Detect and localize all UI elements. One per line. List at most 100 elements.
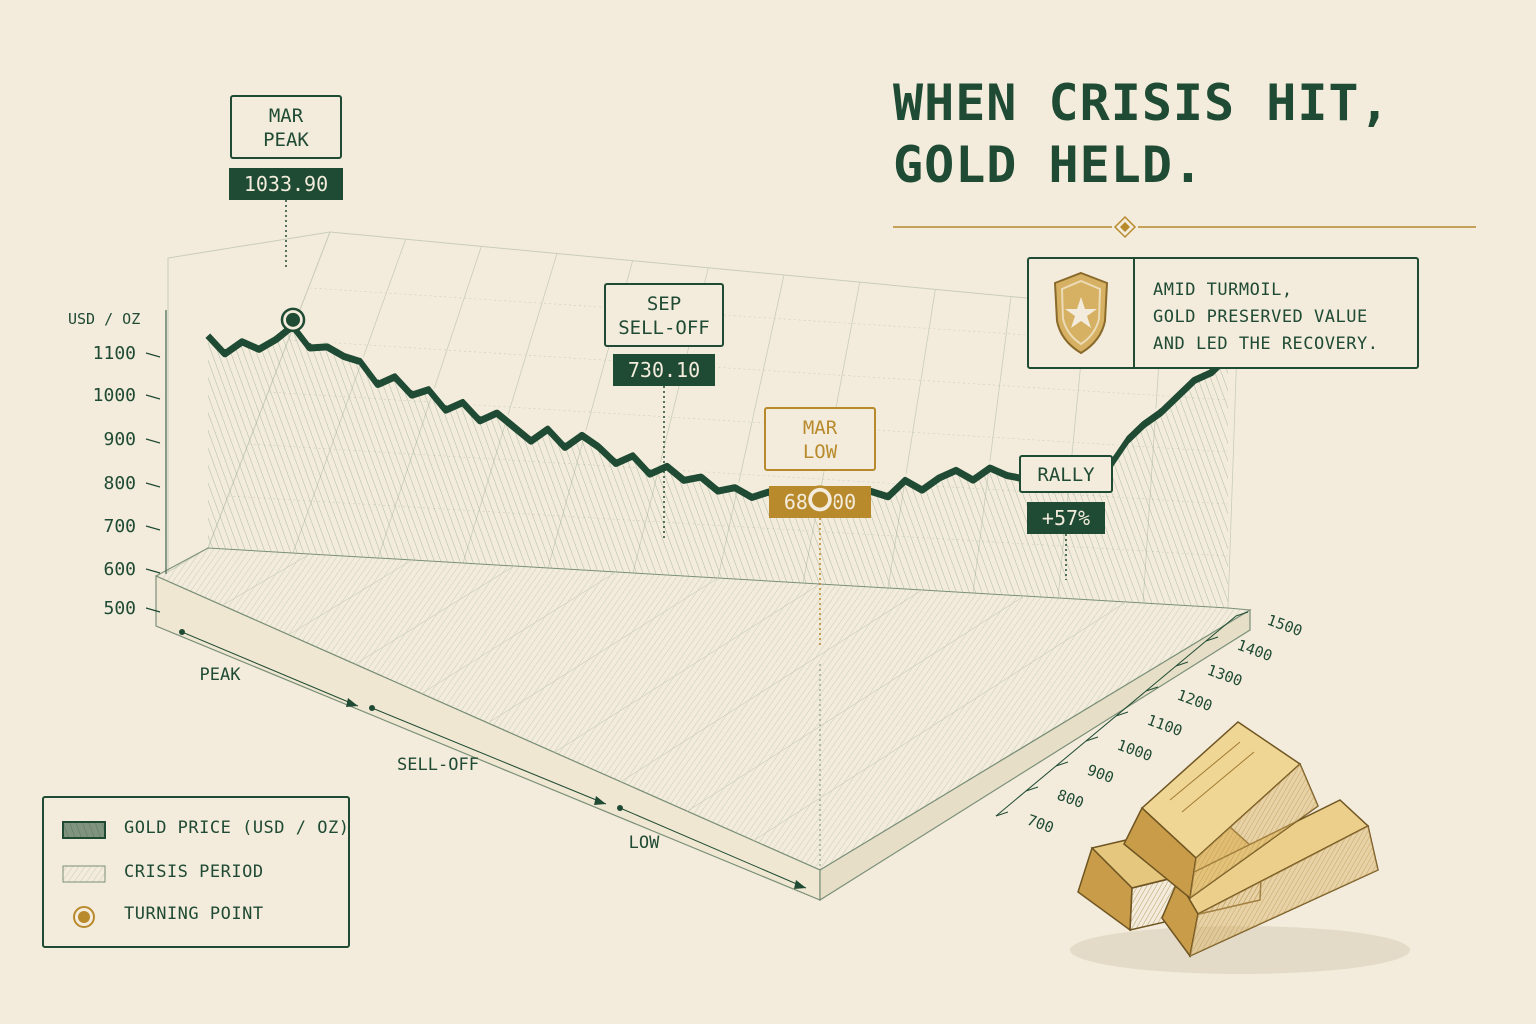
depth-tick (1145, 686, 1159, 692)
depth-tick-label: 1300 (1205, 661, 1245, 690)
crisis-period-area (208, 321, 1228, 608)
floor-grid-line (753, 601, 1127, 841)
floor-grid-line (222, 553, 311, 606)
depth-axis-line (995, 615, 1237, 817)
green-ribbon-swatch (62, 821, 106, 839)
takeaway-line-1: AMID TURMOIL, (1153, 280, 1293, 300)
depth-tick-label: 1100 (1145, 711, 1185, 740)
phase-axis: PEAK SELL-OFF LOW (179, 629, 807, 889)
annotation-value-text: 1033.90 (244, 172, 328, 196)
depth-tick-label: 900 (1085, 761, 1117, 787)
title-line-1: WHEN CRISIS HIT, (893, 74, 1391, 132)
floor-grid-line (487, 577, 719, 724)
depth-tick (1175, 661, 1189, 667)
arrow-right-icon (346, 698, 358, 707)
takeaway-box: AMID TURMOIL, GOLD PRESERVED VALUE AND L… (1027, 257, 1419, 369)
annotation-label-text: SELL-OFF (618, 317, 710, 339)
legend-item-turning-point: TURNING POINT (60, 900, 350, 930)
depth-tick (1115, 711, 1129, 717)
floor-side-edge (819, 608, 1251, 902)
phase-label: SELL-OFF (397, 755, 479, 775)
annotation-value-box (1027, 502, 1105, 534)
y-axis-label: USD / OZ (68, 310, 140, 328)
chart-title: WHEN CRISIS HIT, GOLD HELD. (893, 72, 1513, 196)
legend-item-crisis-period: CRISIS PERIOD (60, 858, 350, 888)
y-tick (145, 394, 161, 400)
y-tick-label: 1100 (93, 343, 136, 364)
y-tick-label: 1000 (93, 385, 136, 406)
crisis-period-fill (208, 321, 1228, 608)
title-line-2: GOLD HELD. (893, 136, 1205, 194)
y-tick (145, 607, 161, 613)
y-tick-label: 800 (103, 473, 136, 494)
floor-grid-line (687, 595, 1025, 812)
chart-floor (154, 547, 1252, 902)
gold-bars-illustration (1070, 721, 1410, 974)
hatched-area-swatch (62, 865, 106, 883)
phase-label: PEAK (200, 665, 242, 685)
phase-arrow (619, 807, 807, 889)
y-tick-label: 900 (103, 429, 136, 450)
annotation-label-box (230, 95, 342, 159)
y-tick (145, 438, 161, 444)
depth-tick (1235, 611, 1249, 617)
arrow-right-icon (794, 880, 806, 889)
annotations: MARPEAK1033.90SEPSELL-OFF730.10MARLOW681… (229, 95, 1113, 880)
annotation-value-text: 730.10 (628, 358, 700, 382)
grid-line (289, 339, 1229, 401)
shield-star-icon (1029, 259, 1135, 367)
y-axis: USD / OZ 500 600 700 800 900 1000 1100 (68, 310, 167, 619)
phase-arrow (371, 707, 607, 805)
floor-grid-line (620, 589, 923, 783)
y-tick-label: 600 (103, 559, 136, 580)
chart-legend: GOLD PRICE (USD / OZ) CRISIS PERIOD TURN… (42, 796, 350, 948)
diamond-icon (1113, 215, 1137, 239)
annotation-label-text: SEP (647, 293, 681, 315)
annotation-label-text: LOW (803, 441, 838, 463)
takeaway-line-2: GOLD PRESERVED VALUE (1153, 307, 1368, 327)
y-tick (145, 482, 161, 488)
depth-tick-label: 1500 (1265, 611, 1305, 640)
floor-grid-line (288, 559, 413, 636)
floor-grid-line (355, 565, 515, 665)
title-divider (893, 215, 1476, 239)
arrow-right-icon (594, 796, 606, 805)
depth-tick (1085, 736, 1099, 742)
turning-points (280, 307, 835, 514)
depth-tick (1055, 761, 1069, 767)
legend-item-gold-price: GOLD PRICE (USD / OZ) (60, 814, 350, 844)
annotation-value-box (613, 354, 715, 386)
y-tick (145, 568, 161, 574)
floor-grid-line (421, 571, 617, 694)
depth-tick-label: 1000 (1115, 736, 1155, 765)
annotation-label-text: MAR (269, 105, 304, 127)
depth-tick-label: 1200 (1175, 686, 1215, 715)
depth-tick (995, 811, 1009, 817)
depth-tick-label: 1400 (1235, 636, 1275, 665)
phase-arrow (181, 631, 359, 707)
turning-point-dot (286, 312, 300, 327)
annotation-label-box (1019, 455, 1113, 493)
depth-tick-label: 700 (1025, 811, 1057, 837)
y-tick (145, 352, 161, 358)
turning-point-dot (812, 491, 828, 508)
depth-tick (1025, 786, 1039, 792)
y-tick (145, 525, 161, 531)
annotation-value-box (229, 168, 343, 200)
annotation-label-text: MAR (803, 417, 838, 439)
depth-tick (1205, 636, 1219, 642)
annotation-label-box (604, 283, 724, 347)
depth-tick-label: 800 (1055, 786, 1087, 812)
y-tick-label: 700 (103, 516, 136, 537)
annotation-value-text: +57% (1042, 506, 1090, 530)
annotation-label-text: RALLY (1037, 464, 1095, 486)
phase-label: LOW (629, 833, 660, 853)
annotation-label-text: PEAK (263, 129, 309, 151)
grid-line (248, 443, 1229, 505)
y-tick-label: 500 (103, 598, 136, 619)
annotation-label-box (764, 407, 876, 471)
floor-grid-line (554, 583, 821, 753)
takeaway-line-3: AND LED THE RECOVERY. (1153, 334, 1379, 354)
gold-dot-swatch (73, 906, 95, 928)
